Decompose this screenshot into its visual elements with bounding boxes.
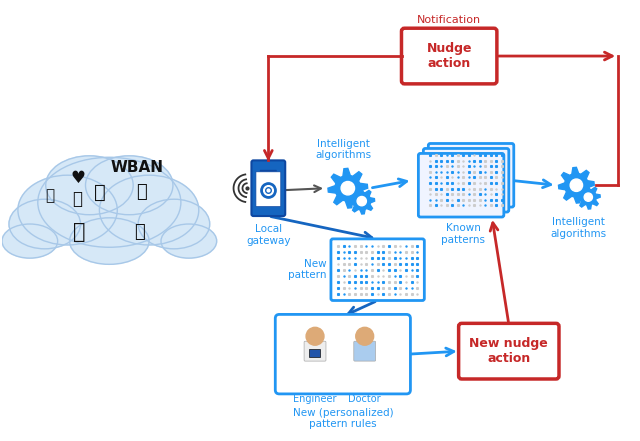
Ellipse shape — [86, 156, 173, 215]
Text: Nudge
action: Nudge action — [426, 42, 472, 70]
Polygon shape — [559, 167, 595, 203]
Ellipse shape — [161, 224, 217, 258]
Ellipse shape — [38, 157, 181, 247]
Text: New
pattern: New pattern — [289, 259, 327, 280]
Text: 👣: 👣 — [134, 223, 145, 241]
FancyBboxPatch shape — [459, 323, 559, 379]
Text: WBAN: WBAN — [111, 160, 164, 175]
Ellipse shape — [138, 199, 210, 249]
Ellipse shape — [18, 175, 117, 245]
FancyBboxPatch shape — [428, 143, 514, 207]
Circle shape — [584, 193, 593, 201]
Text: New (personalized)
pattern rules: New (personalized) pattern rules — [292, 408, 393, 430]
FancyBboxPatch shape — [256, 172, 281, 206]
Text: Local
gateway: Local gateway — [246, 224, 291, 246]
FancyBboxPatch shape — [419, 153, 504, 217]
Text: Intelligent
algorithms: Intelligent algorithms — [316, 139, 372, 161]
Circle shape — [341, 182, 355, 195]
Text: ⌚: ⌚ — [93, 183, 105, 202]
Text: Intelligent
algorithms: Intelligent algorithms — [550, 217, 607, 239]
Text: Engineer: Engineer — [293, 394, 337, 404]
FancyBboxPatch shape — [304, 341, 326, 361]
Text: 🧠: 🧠 — [136, 183, 147, 201]
Text: ♥
〰: ♥ 〰 — [70, 169, 85, 208]
FancyBboxPatch shape — [252, 161, 285, 216]
Text: Doctor: Doctor — [348, 394, 381, 404]
Polygon shape — [577, 185, 600, 209]
Polygon shape — [328, 168, 368, 208]
Text: 🗺: 🗺 — [73, 222, 86, 242]
Ellipse shape — [45, 156, 133, 215]
Ellipse shape — [2, 224, 58, 258]
FancyBboxPatch shape — [331, 239, 424, 300]
FancyBboxPatch shape — [401, 28, 497, 84]
Circle shape — [357, 197, 366, 206]
Ellipse shape — [99, 175, 199, 245]
FancyBboxPatch shape — [423, 149, 509, 212]
Circle shape — [356, 327, 374, 345]
Circle shape — [570, 179, 582, 191]
Text: New nudge
action: New nudge action — [469, 337, 548, 365]
FancyBboxPatch shape — [275, 314, 410, 394]
Circle shape — [306, 327, 324, 345]
FancyBboxPatch shape — [260, 170, 276, 175]
Text: Known
patterns: Known patterns — [441, 223, 485, 245]
Text: 🫁: 🫁 — [45, 189, 54, 204]
Polygon shape — [349, 188, 374, 214]
Ellipse shape — [70, 218, 149, 264]
FancyBboxPatch shape — [354, 341, 376, 361]
FancyBboxPatch shape — [308, 349, 319, 357]
Ellipse shape — [9, 199, 81, 249]
Text: Notification: Notification — [417, 15, 481, 25]
